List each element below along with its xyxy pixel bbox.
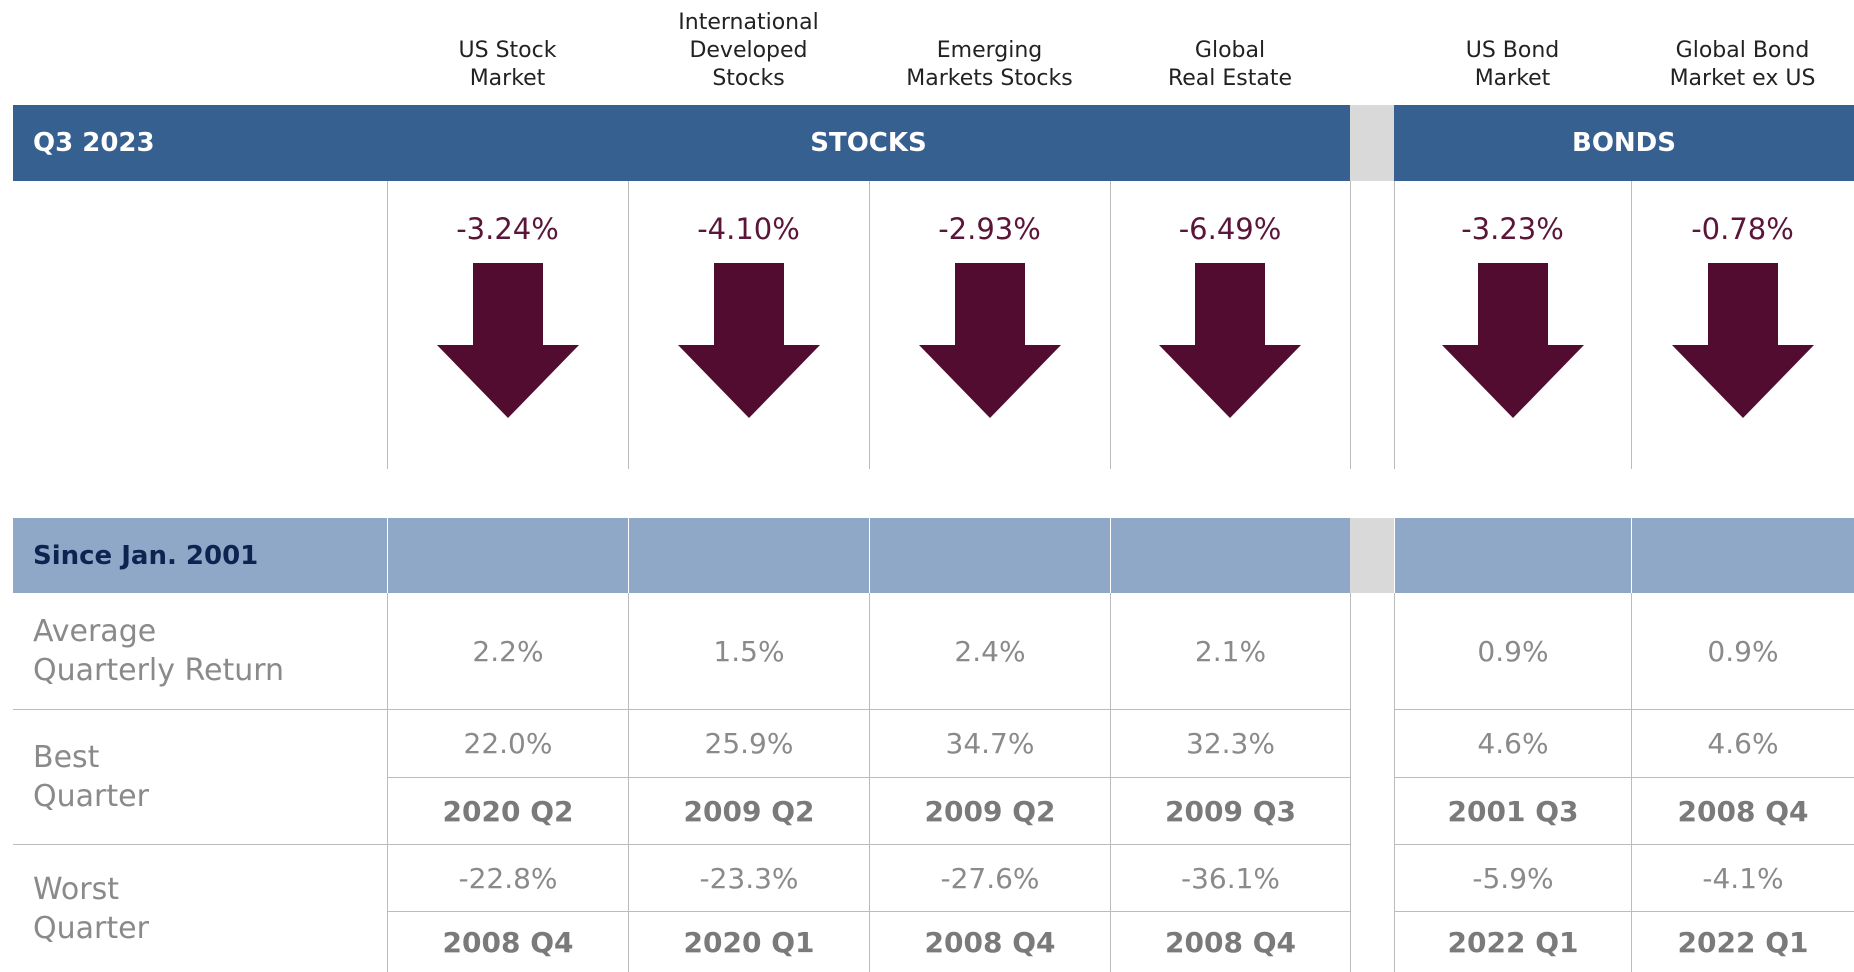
worst-value: -22.8% [387, 845, 628, 912]
best-value: 34.7% [869, 710, 1110, 778]
text-line: Quarter [33, 779, 149, 814]
text-line: Best [33, 740, 100, 775]
arrow-shape [918, 263, 1061, 418]
column-name: US Bond Market [1394, 0, 1631, 93]
return-value: -3.24% [456, 212, 559, 246]
column-divider [387, 181, 628, 469]
average-value: 2.2% [387, 593, 628, 710]
column-divider [869, 181, 1110, 469]
column-name: Emerging Markets Stocks [869, 0, 1110, 93]
since-cell [628, 518, 869, 593]
average-value: 0.9% [1394, 593, 1631, 710]
average-value: 2.1% [1110, 593, 1350, 710]
worst-value: -5.9% [1394, 845, 1631, 912]
period-header: Q3 2023 [13, 105, 387, 181]
column-name: International Developed Stocks [628, 0, 869, 93]
down-arrow [1159, 263, 1301, 418]
text-line: US Bond [1465, 38, 1560, 63]
since-cell [869, 518, 1110, 593]
worst-quarter: 2022 Q1 [1394, 912, 1631, 972]
best-value: 4.6% [1394, 710, 1631, 778]
arrow-shape [1159, 263, 1301, 418]
worst-quarter: 2008 Q4 [387, 912, 628, 972]
worst-quarter: 2022 Q1 [1631, 912, 1854, 972]
worst-quarter: 2008 Q4 [869, 912, 1110, 972]
down-arrow [436, 263, 579, 418]
return-value: -3.23% [1461, 212, 1564, 246]
gap [1350, 105, 1394, 181]
column-name: Global Real Estate [1110, 0, 1350, 93]
average-value: 2.4% [869, 593, 1110, 710]
text-line: Quarterly Return [33, 653, 285, 688]
return-value: -4.10% [697, 212, 800, 246]
column-divider [1110, 181, 1350, 469]
best-value: 22.0% [387, 710, 628, 778]
column-divider [1394, 181, 1631, 469]
since-cell [1631, 518, 1854, 593]
best-value: 25.9% [628, 710, 869, 778]
column-divider [1350, 593, 1351, 972]
text-line: US Stock [458, 38, 557, 63]
text-line: International [678, 10, 819, 35]
average-value: 1.5% [628, 593, 869, 710]
text-line: Markets Stocks [906, 66, 1073, 91]
average-value: 0.9% [1631, 593, 1854, 710]
column-divider [1350, 181, 1351, 469]
best-quarter: 2009 Q3 [1110, 778, 1350, 845]
gap [1350, 518, 1394, 593]
row-label: Best Quarter [13, 710, 387, 845]
column-divider [1631, 181, 1854, 469]
since-cell [1110, 518, 1350, 593]
worst-value: -36.1% [1110, 845, 1350, 912]
row-label: Average Quarterly Return [13, 593, 387, 710]
text-line: Developed [689, 38, 808, 63]
worst-value: -27.6% [869, 845, 1110, 912]
text-line: Market [469, 66, 546, 91]
down-arrow [1671, 263, 1814, 418]
text-line: Average [33, 614, 157, 649]
best-value: 4.6% [1631, 710, 1854, 778]
text-line: Market [1474, 66, 1551, 91]
arrow-shape [436, 263, 579, 418]
since-cell [1394, 518, 1631, 593]
down-arrow [1441, 263, 1584, 418]
return-value: -6.49% [1178, 212, 1282, 246]
text-line: Emerging [936, 38, 1043, 63]
return-value: -2.93% [938, 212, 1041, 246]
text-line: Global Bond [1675, 38, 1810, 63]
text-line: Quarter [33, 910, 149, 946]
column-divider [628, 181, 869, 469]
return-value: -0.78% [1691, 212, 1794, 246]
worst-value: -23.3% [628, 845, 869, 912]
text-line: Real Estate [1167, 66, 1293, 91]
worst-quarter: 2008 Q4 [1110, 912, 1350, 972]
best-quarter: 2001 Q3 [1394, 778, 1631, 845]
column-name: US Stock Market [387, 0, 628, 93]
worst-quarter: 2020 Q1 [628, 912, 869, 972]
text-line: Worst [33, 871, 119, 907]
text-line: Market ex US [1669, 66, 1816, 91]
best-quarter: 2009 Q2 [869, 778, 1110, 845]
worst-value: -4.1% [1631, 845, 1854, 912]
text-line: Global [1194, 38, 1266, 63]
stocks-header: STOCKS [387, 105, 1350, 181]
column-name: Global Bond Market ex US [1631, 0, 1854, 93]
row-label: Worst Quarter [13, 845, 387, 972]
arrow-shape [1441, 263, 1584, 418]
down-arrow [677, 263, 820, 418]
best-quarter: 2009 Q2 [628, 778, 869, 845]
since-header: Since Jan. 2001 [13, 518, 387, 593]
best-quarter: 2008 Q4 [1631, 778, 1854, 845]
down-arrow [918, 263, 1061, 418]
arrow-shape [1671, 263, 1814, 418]
since-cell [387, 518, 628, 593]
bonds-header: BONDS [1394, 105, 1854, 181]
best-value: 32.3% [1110, 710, 1350, 778]
best-quarter: 2020 Q2 [387, 778, 628, 845]
arrow-shape [677, 263, 820, 418]
text-line: Stocks [712, 66, 785, 91]
